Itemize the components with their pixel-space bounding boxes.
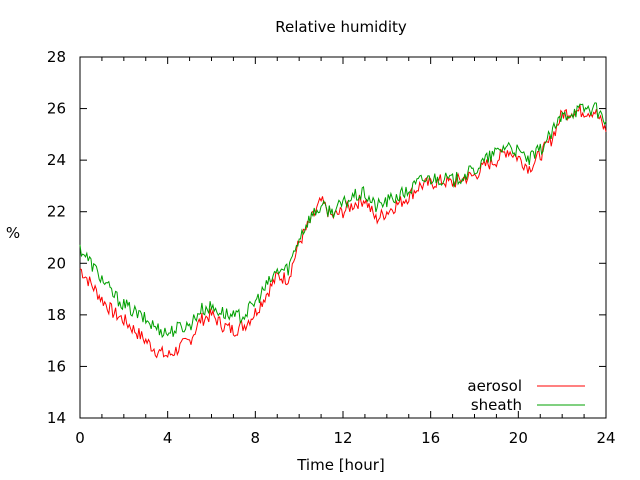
x-axis-label: Time [hour]	[296, 456, 385, 474]
x-tick-label: 20	[509, 429, 528, 447]
chart-title: Relative humidity	[275, 18, 407, 36]
x-axis: 0 4 8 12 16 20 24	[75, 57, 616, 447]
x-tick-label: 24	[596, 429, 615, 447]
legend-label-aerosol: aerosol	[467, 377, 522, 395]
y-tick-label: 14	[47, 409, 66, 427]
y-tick-label: 16	[47, 357, 66, 375]
y-tick-label: 28	[47, 48, 66, 66]
series-line-sheath	[79, 102, 607, 339]
series-line-aerosol	[79, 104, 607, 359]
x-tick-label: 4	[163, 429, 173, 447]
y-axis-label: %	[6, 224, 20, 242]
x-tick-label: 16	[421, 429, 440, 447]
plot-frame	[79, 56, 607, 419]
y-axis: 14 16 18 20 22 24 26 28	[47, 48, 606, 427]
y-tick-label: 18	[47, 306, 66, 324]
series-lines	[79, 102, 607, 359]
x-tick-label: 8	[251, 429, 261, 447]
legend-label-sheath: sheath	[471, 396, 522, 414]
y-tick-label: 26	[47, 100, 66, 118]
y-tick-label: 22	[47, 203, 66, 221]
x-tick-label: 12	[333, 429, 352, 447]
x-tick-label: 0	[75, 429, 85, 447]
y-tick-label: 24	[47, 151, 66, 169]
y-tick-label: 20	[47, 254, 66, 272]
